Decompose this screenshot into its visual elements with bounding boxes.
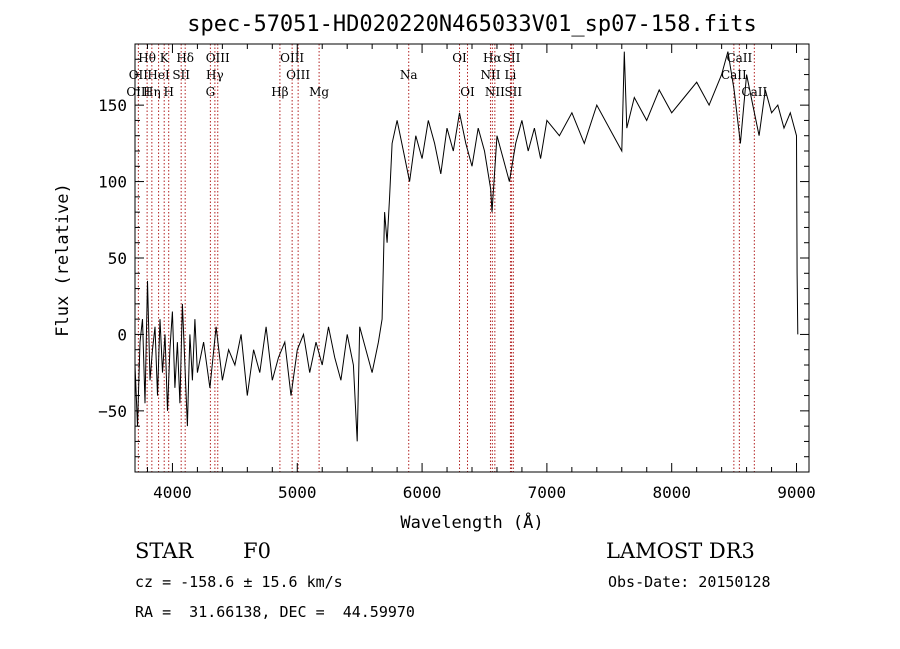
line-label: NII [480, 68, 500, 82]
x-tick-label: 9000 [777, 483, 816, 502]
line-label: HeI [147, 68, 170, 82]
x-tick-label: 7000 [528, 483, 567, 502]
flux-series [134, 51, 799, 442]
line-label: Hδ [176, 51, 194, 65]
line-label: NII [485, 85, 505, 99]
x-axis-label: Wavelength (Å) [400, 511, 543, 533]
line-label: CaII [721, 68, 747, 82]
x-tick-label: 4000 [153, 483, 192, 502]
line-label: CaII [726, 51, 752, 65]
line-label: OIII [206, 51, 230, 65]
line-label: SII [172, 68, 190, 82]
line-label: SII [504, 85, 522, 99]
y-tick-label: 50 [108, 249, 127, 268]
x-tick-label: 8000 [652, 483, 691, 502]
coordinates: RA = 31.66138, DEC = 44.59970 [135, 603, 415, 621]
line-label: Hγ [206, 68, 224, 82]
line-label: Hα [483, 51, 502, 65]
line-label: OIII [280, 51, 304, 65]
line-label: Hβ [271, 85, 288, 99]
line-label: OI [460, 85, 475, 99]
line-label: Na [400, 68, 418, 82]
y-tick-label: 0 [117, 325, 127, 344]
redshift-readout: cz = -158.6 ± 15.6 km/s [135, 573, 343, 591]
line-label: Hθ [138, 51, 156, 65]
line-label: OIII [126, 85, 150, 99]
x-tick-label: 6000 [403, 483, 442, 502]
line-label: H [163, 85, 173, 99]
x-axis-ticks: 4000 5000 6000 7000 8000 9000 [146, 44, 816, 502]
line-label: OIII [286, 68, 310, 82]
y-axis-label: Flux (relative) [53, 183, 73, 337]
chart-title: spec-57051-HD020220N465033V01_sp07-158.f… [187, 12, 757, 37]
line-label: Li [505, 68, 517, 82]
object-type: STAR [135, 539, 194, 563]
obs-date: Obs-Date: 20150128 [608, 573, 771, 591]
y-tick-label: 150 [98, 96, 127, 115]
x-tick-label: 5000 [278, 483, 317, 502]
line-label: G [206, 85, 216, 99]
y-tick-label: −50 [98, 402, 127, 421]
line-label: K [160, 51, 170, 65]
y-tick-label: 100 [98, 173, 127, 192]
line-label: OI [452, 51, 467, 65]
line-label: Mg [309, 85, 329, 99]
line-label: CaII [741, 85, 767, 99]
line-label: Hη [143, 85, 161, 99]
survey-name: LAMOST DR3 [606, 539, 755, 563]
y-axis-ticks: −50 0 50 100 150 [98, 58, 809, 458]
line-label: SII [503, 51, 521, 65]
spectral-subclass: F0 [243, 539, 271, 563]
